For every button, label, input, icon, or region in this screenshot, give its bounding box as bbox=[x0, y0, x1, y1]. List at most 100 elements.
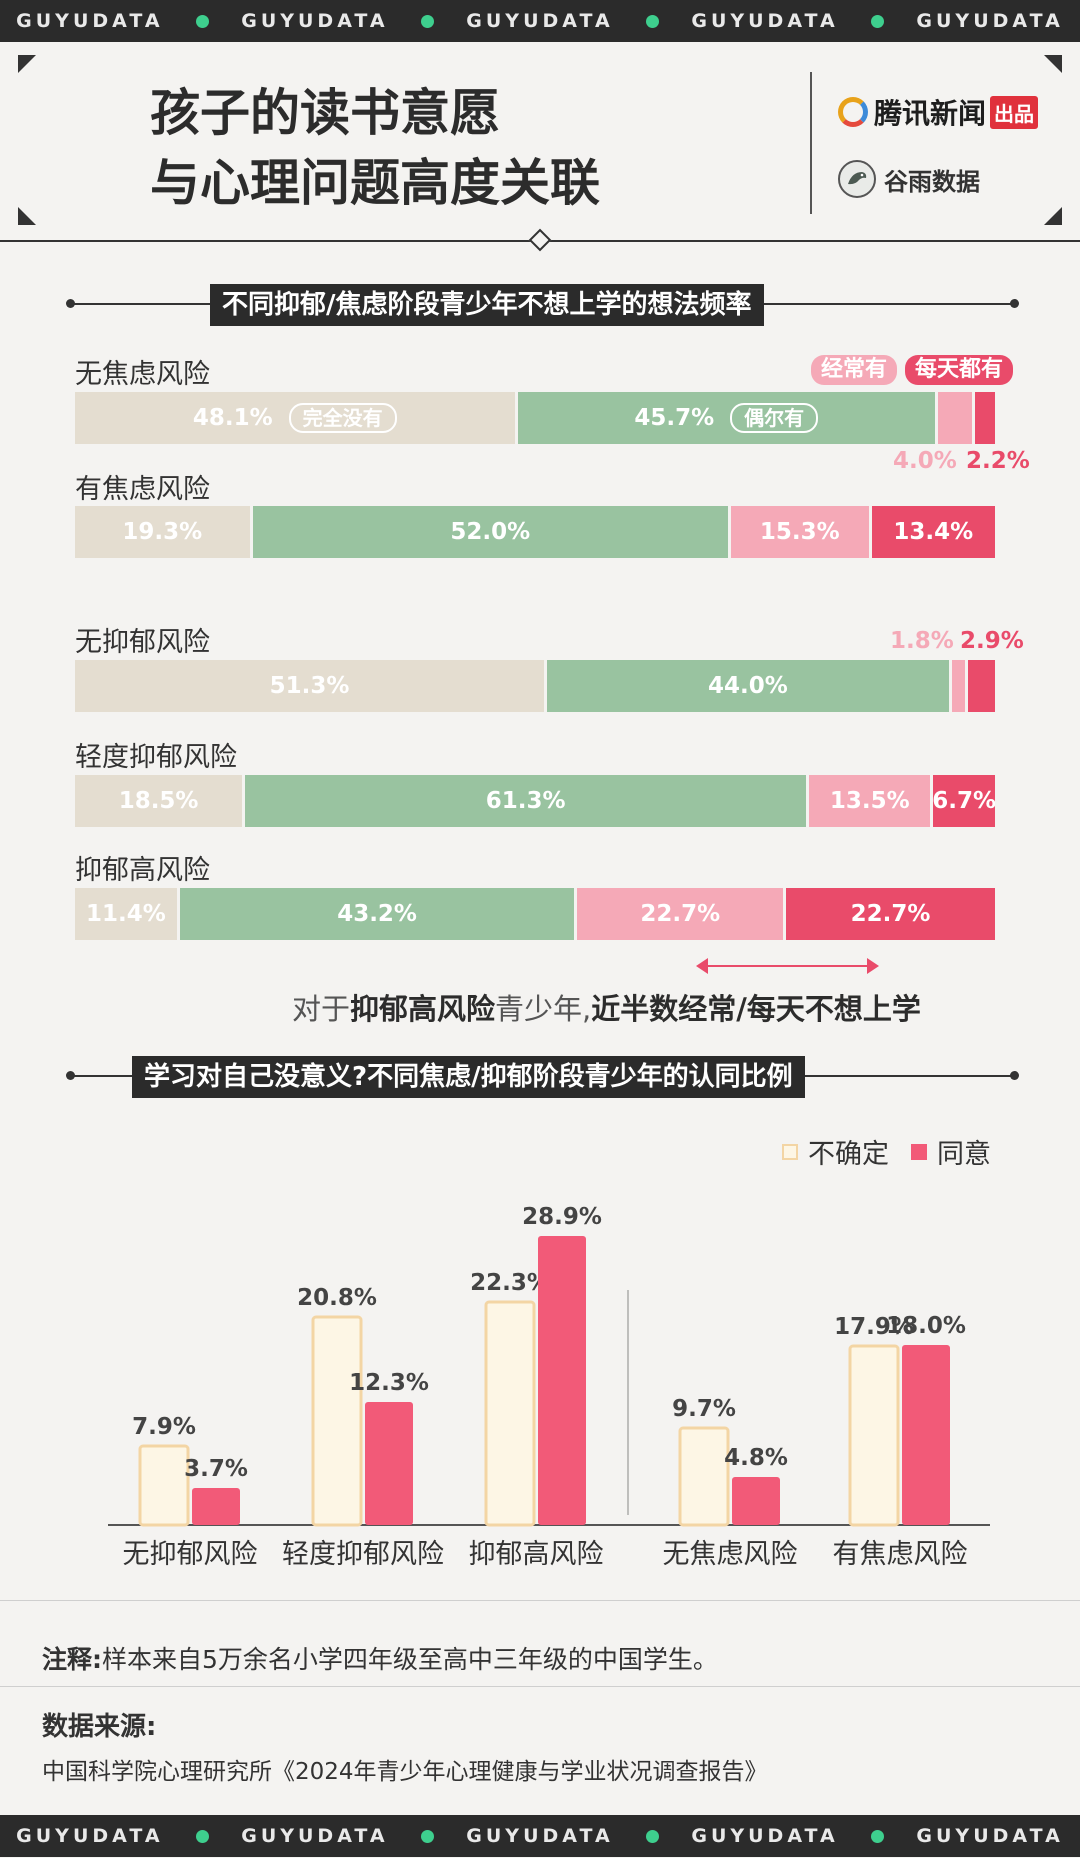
rule-dot bbox=[1010, 299, 1019, 308]
value-label: 28.9% bbox=[522, 1204, 602, 1230]
value-label: 52.0% bbox=[450, 519, 531, 545]
brand-text: GUYUDATA bbox=[241, 1825, 389, 1847]
value-label: 12.3% bbox=[349, 1370, 429, 1396]
bar-segment-sometimes: 43.2% bbox=[179, 888, 578, 940]
bar-segment-daily bbox=[968, 660, 995, 712]
value-label: 15.3% bbox=[759, 519, 840, 545]
note-text: 青少年, bbox=[495, 992, 592, 1026]
brand-text: GUYUDATA bbox=[691, 10, 839, 32]
header-divider bbox=[810, 72, 812, 214]
value-label: 61.3% bbox=[485, 788, 566, 814]
bar-segment-none: 19.3% bbox=[75, 506, 253, 558]
bar-segment-daily: 6.7% bbox=[933, 775, 995, 827]
legend-swatch-unsure bbox=[782, 1143, 798, 1160]
row-label: 无焦虑风险 bbox=[75, 359, 210, 390]
title-line: 与心理问题高度关联 bbox=[150, 154, 600, 212]
legend-sometimes: 偶尔有 bbox=[730, 403, 819, 433]
value-label: 18.0% bbox=[886, 1313, 966, 1339]
x-tick-label: 有焦虑风险 bbox=[833, 1539, 968, 1570]
footnote: 注释:样本来自5万余名小学四年级至高中三年级的中国学生。 bbox=[42, 1640, 718, 1676]
dot-icon bbox=[646, 1829, 660, 1843]
value-label: 20.8% bbox=[297, 1285, 377, 1311]
guyu-data-logo: 谷雨数据 bbox=[838, 160, 980, 198]
dot-icon bbox=[420, 14, 434, 28]
value-label: 22.3% bbox=[470, 1270, 550, 1296]
note-text: 样本来自5万余名小学四年级至高中三年级的中国学生。 bbox=[102, 1645, 718, 1674]
bar-agree bbox=[732, 1477, 780, 1525]
corner-mark bbox=[1044, 55, 1062, 73]
logo-name: 腾讯新闻 bbox=[874, 97, 987, 130]
value-label: 13.4% bbox=[893, 519, 974, 545]
bar-agree bbox=[902, 1345, 950, 1525]
row-label: 无抑郁风险 bbox=[75, 627, 210, 658]
bar-agree bbox=[192, 1488, 240, 1525]
value-label: 9.7% bbox=[672, 1396, 736, 1422]
value-label: 1.8% bbox=[890, 628, 954, 654]
legend-label-unsure: 不确定 bbox=[808, 1139, 889, 1170]
tencent-news-logo: 腾讯新闻 出品 bbox=[838, 92, 1039, 132]
note-emphasis: 抑郁高风险 bbox=[350, 992, 496, 1026]
section2-title: 学习对自己没意义?不同焦虑/抑郁阶段青少年的认同比例 bbox=[132, 1056, 805, 1098]
x-tick-label: 轻度抑郁风险 bbox=[282, 1539, 444, 1570]
value-label: 7.9% bbox=[132, 1414, 196, 1440]
value-label: 22.7% bbox=[850, 901, 931, 927]
bar-agree bbox=[538, 1236, 586, 1525]
brand-band-top: GUYUDATA GUYUDATA GUYUDATA GUYUDATA GUYU… bbox=[0, 0, 1080, 42]
value-label: 18.5% bbox=[118, 788, 199, 814]
bar-segment-often bbox=[951, 660, 969, 712]
note-emphasis: 近半数经常/每天不想上学 bbox=[591, 992, 921, 1026]
bar-segment-none: 48.1% 完全没有 bbox=[75, 392, 518, 444]
bar-segment-often: 13.5% bbox=[809, 775, 934, 827]
row-label: 抑郁高风险 bbox=[75, 855, 210, 886]
dot-icon bbox=[195, 1829, 209, 1843]
value-label: 4.0% bbox=[893, 448, 957, 474]
value-label: 22.7% bbox=[640, 901, 721, 927]
brand-text: GUYUDATA bbox=[16, 10, 164, 32]
brand-band-bottom: GUYUDATA GUYUDATA GUYUDATA GUYUDATA GUYU… bbox=[0, 1815, 1080, 1857]
rule-dot bbox=[66, 1071, 75, 1080]
corner-mark bbox=[18, 207, 36, 225]
value-label: 45.7% bbox=[634, 405, 715, 431]
footer-rule bbox=[0, 1600, 1080, 1601]
rule-dot bbox=[66, 299, 75, 308]
section1-title: 不同抑郁/焦虑阶段青少年不想上学的想法频率 bbox=[210, 284, 764, 326]
bar-unsure bbox=[311, 1315, 363, 1527]
row-label: 有焦虑风险 bbox=[75, 474, 210, 505]
logo-tag: 出品 bbox=[990, 95, 1039, 129]
bar-unsure bbox=[138, 1444, 190, 1527]
bar-segment-daily: 22.7% bbox=[786, 888, 995, 940]
legend-none: 完全没有 bbox=[288, 403, 397, 433]
x-tick-label: 无焦虑风险 bbox=[663, 1539, 798, 1570]
value-label: 44.0% bbox=[707, 673, 788, 699]
legend-swatch-agree bbox=[911, 1143, 927, 1160]
stacked-bar: 48.1% 完全没有 45.7% 偶尔有 bbox=[75, 392, 995, 444]
value-label: 11.4% bbox=[86, 901, 166, 927]
row-label: 轻度抑郁风险 bbox=[75, 742, 237, 773]
bar-segment-sometimes: 52.0% bbox=[252, 506, 731, 558]
bar-segment-sometimes: 61.3% bbox=[245, 775, 810, 827]
brand-text: GUYUDATA bbox=[916, 1825, 1064, 1847]
dot-icon bbox=[420, 1829, 434, 1843]
logo-name: 谷雨数据 bbox=[884, 166, 980, 196]
brand-text: GUYUDATA bbox=[916, 10, 1064, 32]
brand-text: GUYUDATA bbox=[241, 10, 389, 32]
section1-note: 对于抑郁高风险青少年,近半数经常/每天不想上学 bbox=[292, 986, 921, 1028]
double-arrow-icon bbox=[696, 958, 879, 974]
tencent-news-icon bbox=[838, 97, 868, 127]
brand-text: GUYUDATA bbox=[466, 1825, 614, 1847]
note-text: 对于 bbox=[292, 992, 351, 1026]
value-label: 2.9% bbox=[960, 628, 1024, 654]
value-label: 48.1% bbox=[192, 405, 273, 431]
value-label: 43.2% bbox=[337, 901, 417, 927]
note-label: 注释: bbox=[42, 1645, 102, 1674]
source-text: 中国科学院心理研究所《2024年青少年心理健康与学业状况调查报告》 bbox=[42, 1759, 768, 1785]
bar-unsure bbox=[678, 1426, 730, 1527]
rule-dot bbox=[1010, 1071, 1019, 1080]
brand-text: GUYUDATA bbox=[691, 1825, 839, 1847]
bar-unsure bbox=[848, 1344, 900, 1527]
legend-label-agree: 同意 bbox=[937, 1139, 991, 1170]
value-label: 17.9% bbox=[834, 1314, 914, 1340]
bar-segment-daily: 13.4% bbox=[871, 506, 995, 558]
dot-icon bbox=[871, 1829, 885, 1843]
corner-mark bbox=[1044, 207, 1062, 225]
